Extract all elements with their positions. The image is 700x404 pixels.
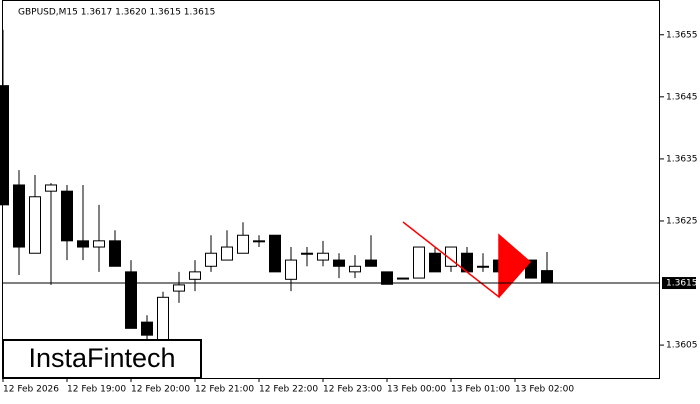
y-tick-label: 1.3635 — [666, 154, 698, 164]
candle-body — [525, 259, 537, 279]
candle-body — [109, 240, 121, 267]
candle-body — [285, 259, 297, 280]
x-tick-label: 12 Feb 23:00 — [323, 385, 382, 395]
y-tick-label: 1.3605 — [666, 341, 698, 351]
candle-body — [413, 246, 425, 279]
candle-body — [333, 259, 345, 267]
x-tick-label: 13 Feb 02:00 — [515, 385, 574, 395]
candle-body — [221, 246, 233, 261]
candle-body — [269, 234, 281, 273]
candle-body — [13, 184, 25, 248]
candle-body — [541, 270, 553, 284]
chart-title: GBPUSD,M15 1.3617 1.3620 1.3615 1.3615 — [18, 8, 215, 18]
candle-body — [141, 321, 153, 336]
candle-body — [429, 252, 441, 273]
y-tick-label: 1.3645 — [666, 92, 698, 102]
candle-body — [477, 265, 489, 268]
x-tick-label: 12 Feb 20:00 — [131, 385, 190, 395]
plot-area — [0, 29, 553, 341]
pattern-flag — [499, 235, 530, 297]
candle-body — [125, 271, 137, 329]
watermark-box — [2, 339, 202, 379]
candle-body — [93, 240, 105, 248]
candle-body — [237, 234, 249, 254]
candle-body — [301, 252, 313, 255]
candle-body — [61, 190, 73, 242]
x-tick-label: 13 Feb 01:00 — [451, 385, 510, 395]
x-tick-label: 13 Feb 00:00 — [387, 385, 446, 395]
candle-body — [157, 296, 169, 341]
x-tick-label: 12 Feb 22:00 — [259, 385, 318, 395]
candle-body — [445, 246, 457, 267]
candle-body — [77, 240, 89, 248]
current-price-label: 1.3615 — [666, 279, 698, 289]
candle-body — [397, 277, 409, 280]
x-tick-label: 12 Feb 21:00 — [195, 385, 254, 395]
candle-body — [173, 284, 185, 292]
candle-body — [349, 265, 361, 273]
candle-body — [381, 271, 393, 285]
candle-body — [365, 259, 377, 267]
x-tick-label: 12 Feb 19:00 — [67, 385, 126, 395]
candle-body — [0, 85, 9, 206]
y-tick-label: 1.3655 — [666, 30, 698, 40]
candle-body — [253, 240, 265, 243]
candle-body — [45, 184, 57, 192]
watermark: InstaFintech — [28, 343, 175, 373]
candle-body — [29, 196, 41, 254]
y-tick-label: 1.3625 — [666, 216, 698, 226]
current-price-box — [662, 277, 696, 290]
candle-body — [189, 271, 201, 280]
candle-body — [317, 252, 329, 261]
x-tick-label: 12 Feb 2026 — [3, 385, 59, 395]
candle-body — [205, 252, 217, 267]
